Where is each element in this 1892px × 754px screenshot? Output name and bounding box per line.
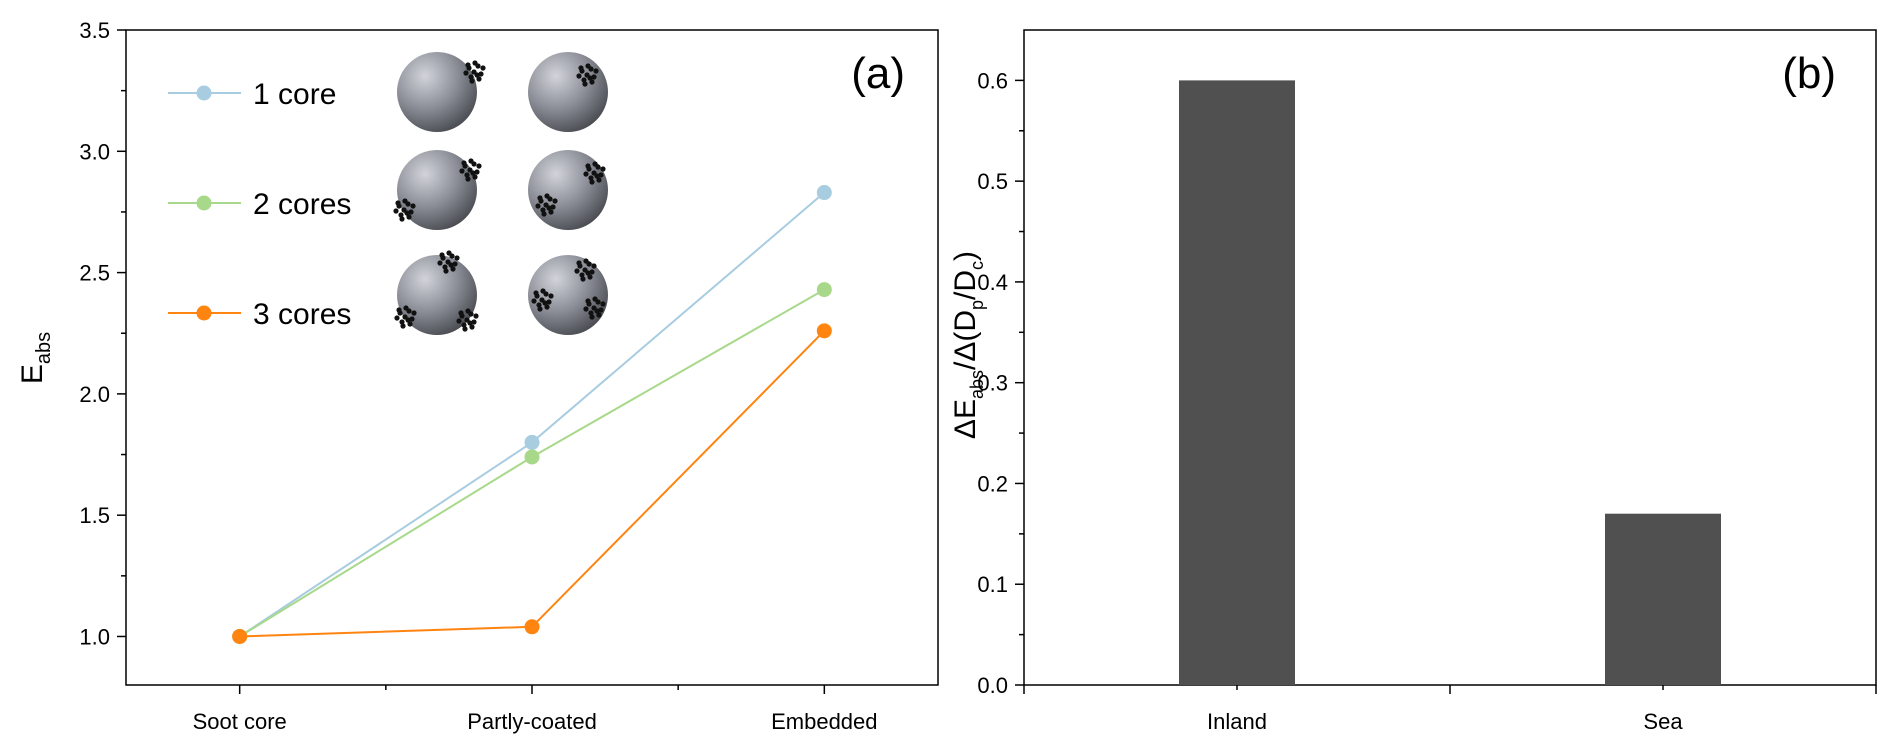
y-tick-label: 0.5 <box>977 169 1008 194</box>
panel-b-y-title-part-7: ) <box>949 251 982 261</box>
y-tick-label: 2.5 <box>79 261 110 286</box>
panel-b-y-title-part-4: p <box>967 300 987 310</box>
y-tick-label: 3.5 <box>79 18 110 43</box>
soot-aggregate-icon <box>393 198 416 222</box>
soot-aggregate-icon <box>576 63 599 87</box>
y-tick-label: 0.2 <box>977 471 1008 496</box>
panel-a-y-axis-title-main: E <box>16 364 49 384</box>
panel-b-y-title-part-2: abs <box>967 370 987 399</box>
panel-a-label: (a) <box>851 49 905 98</box>
x-tick-label-inland: Inland <box>1207 709 1267 734</box>
panel-a-y-axis: 1.0 1.5 2.0 2.5 3.0 3.5 <box>79 18 126 649</box>
soot-aggregate-icon <box>531 288 554 312</box>
soot-aggregate-icon <box>583 161 606 185</box>
coated-particle-icon <box>397 52 477 132</box>
soot-aggregate-icon <box>394 305 417 329</box>
panel-b-y-title-part-6: c <box>967 261 987 270</box>
soot-aggregate-icon <box>463 60 486 84</box>
legend-label-1-core: 1 core <box>253 78 336 111</box>
y-tick-label: 2.0 <box>79 382 110 407</box>
data-point-3-cores <box>816 323 832 339</box>
data-point-1-core <box>816 185 832 201</box>
data-point-3-cores <box>524 619 540 635</box>
data-point-3-cores <box>232 628 248 644</box>
soot-aggregate-icon <box>437 250 460 274</box>
panel-a-y-axis-title-sub: abs <box>33 332 55 364</box>
panel-b-bar-chart: 0.0 0.1 0.2 0.3 0.4 0.5 0.6 Inland Sea ΔEabs/Δ(… <box>949 29 1877 734</box>
panel-b-y-title-part-3: /Δ(D <box>949 310 982 370</box>
data-point-2-cores <box>816 282 832 298</box>
panel-b-y-axis-title: ΔEabs/Δ(Dp/Dc) <box>949 251 987 439</box>
panel-a-y-axis-title: Eabs <box>16 332 55 384</box>
y-tick-label: 0.3 <box>977 371 1008 396</box>
panel-b-bars <box>1179 80 1721 685</box>
soot-aggregate-icon <box>459 158 482 182</box>
y-tick-label: 0.1 <box>977 572 1008 597</box>
legend-label-2-cores: 2 cores <box>253 188 351 221</box>
coated-particle-icon <box>528 52 608 132</box>
data-point-1-core <box>524 434 540 450</box>
legend-marker-3-cores <box>196 305 212 321</box>
panel-b-label: (b) <box>1782 49 1836 98</box>
soot-aggregate-icon <box>456 308 479 332</box>
panel-b-plot-frame <box>1023 29 1877 686</box>
y-tick-label: 1.0 <box>79 624 110 649</box>
y-tick-label: 0.0 <box>977 673 1008 698</box>
coated-particle-icon <box>397 150 477 230</box>
x-tick-label-embedded: Embedded <box>771 709 877 734</box>
panel-a-line-chart: 1.0 1.5 2.0 2.5 3.0 3.5 Soot core Partly-coate… <box>16 18 939 734</box>
y-tick-label: 1.5 <box>79 503 110 528</box>
panel-b-y-title-part-5: /D <box>949 270 982 300</box>
bar-sea <box>1605 513 1721 685</box>
series-line-1-core <box>239 191 825 638</box>
x-tick-label-partly-coated: Partly-coated <box>467 709 597 734</box>
soot-aggregate-icon <box>535 193 558 217</box>
panel-b-x-axis: Inland Sea <box>1023 685 1877 734</box>
y-tick-label: 0.4 <box>977 270 1008 295</box>
legend-label-3-cores: 3 cores <box>253 298 351 331</box>
y-tick-label: 0.6 <box>977 68 1008 93</box>
panel-a-series <box>232 185 832 644</box>
panel-b-y-title-part-1: ΔE <box>949 399 982 439</box>
x-tick-label-sea: Sea <box>1643 709 1683 734</box>
soot-aggregate-icon <box>574 258 597 282</box>
panel-a-legend: 1 core 2 cores 3 cores <box>168 78 351 331</box>
soot-aggregate-icon <box>583 296 606 320</box>
coated-particle-icon <box>397 255 477 335</box>
y-tick-label: 3.0 <box>79 139 110 164</box>
panel-a-x-axis: Soot core Partly-coated Embedded <box>193 685 878 734</box>
legend-marker-2-cores <box>196 195 212 211</box>
panel-a-plot-frame <box>125 29 939 686</box>
x-tick-label-soot-core: Soot core <box>193 709 287 734</box>
panel-a-inset-particles <box>393 52 608 335</box>
panel-b-y-axis: 0.0 0.1 0.2 0.3 0.4 0.5 0.6 <box>977 68 1024 698</box>
bar-inland <box>1179 80 1295 685</box>
data-point-2-cores <box>524 449 540 465</box>
legend-marker-1-core <box>196 85 212 101</box>
series-line-3-cores <box>239 330 826 638</box>
